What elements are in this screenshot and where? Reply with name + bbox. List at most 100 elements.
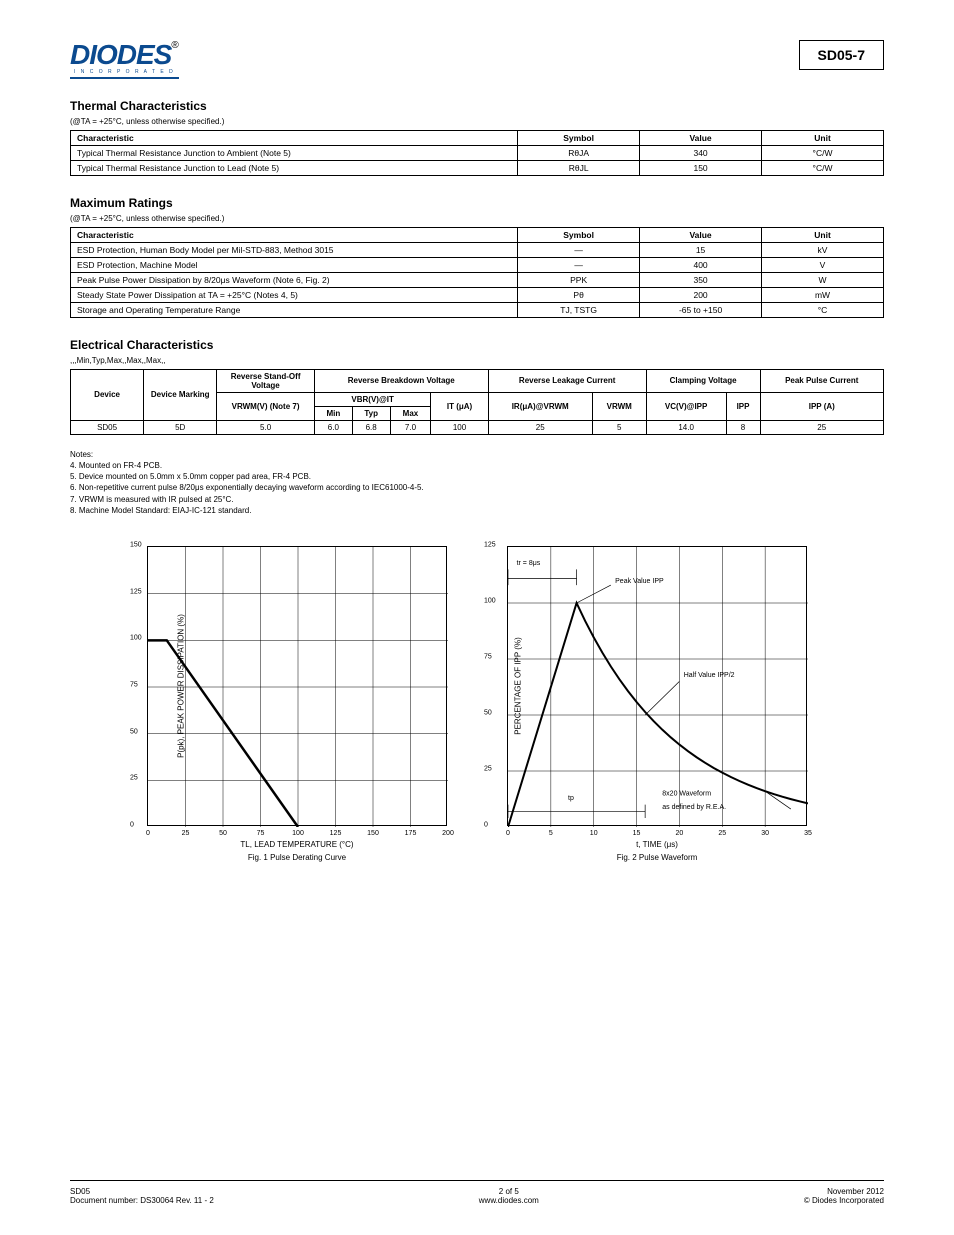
footer-date: November 2012: [804, 1187, 884, 1196]
table-cell: SD05: [71, 420, 144, 434]
tick-label: 0: [146, 830, 150, 837]
table-cell: mW: [762, 287, 884, 302]
note-8: 8. Machine Model Standard: EIAJ-IC-121 s…: [70, 505, 884, 516]
tick-label: 100: [484, 597, 496, 604]
note-7: 7. VRWM is measured with IR pulsed at 25…: [70, 494, 884, 505]
tick-label: 50: [484, 709, 492, 716]
tick-label: 0: [506, 830, 510, 837]
table-cell: W: [762, 272, 884, 287]
thermal-table: Characteristic Symbol Value Unit Typical…: [70, 130, 884, 176]
fig1-title: Fig. 1 Pulse Derating Curve: [248, 853, 346, 863]
tick-label: 125: [330, 830, 342, 837]
th: IPP: [726, 392, 760, 420]
elec-table: Device Device Marking Reverse Stand-Off …: [70, 369, 884, 435]
footer-page: 2 of 5: [214, 1187, 804, 1196]
tick-label: 30: [761, 830, 769, 837]
table-cell: Pθ: [518, 287, 640, 302]
table-cell: Steady State Power Dissipation at TA = +…: [71, 287, 518, 302]
logo-reg: ®: [171, 40, 178, 51]
tick-label: 35: [804, 830, 812, 837]
footer-right: November 2012 © Diodes Incorporated: [804, 1187, 884, 1205]
th: Characteristic: [71, 227, 518, 242]
table-cell: 340: [640, 145, 762, 160]
table-cell: 6.8: [352, 420, 390, 434]
table-cell: 15: [640, 242, 762, 257]
table-cell: 100: [431, 420, 488, 434]
footer-url: www.diodes.com: [214, 1196, 804, 1205]
footer-left: SD05 Document number: DS30064 Rev. 11 - …: [70, 1187, 214, 1205]
th: Clamping Voltage: [646, 369, 760, 392]
th: VC(V)@IPP: [646, 392, 726, 420]
table-cell: Typical Thermal Resistance Junction to A…: [71, 145, 518, 160]
table-cell: 6.0: [314, 420, 352, 434]
thermal-subtitle: (@TA = +25°C, unless otherwise specified…: [70, 117, 884, 126]
table-cell: RθJA: [518, 145, 640, 160]
th: Symbol: [518, 130, 640, 145]
th: IT (μA): [431, 392, 488, 420]
table-cell: 5.0: [217, 420, 315, 434]
logo-text: DIODES: [70, 40, 171, 71]
table-cell: 25: [760, 420, 883, 434]
table-cell: 200: [640, 287, 762, 302]
th: Value: [640, 130, 762, 145]
th: Characteristic: [71, 130, 518, 145]
table-cell: V: [762, 257, 884, 272]
table-cell: RθJL: [518, 160, 640, 175]
tick-label: 100: [292, 830, 304, 837]
table-cell: 14.0: [646, 420, 726, 434]
tick-label: 200: [442, 830, 454, 837]
tick-label: 175: [405, 830, 417, 837]
fig1-xlabel: TL, LEAD TEMPERATURE (°C): [240, 840, 353, 849]
company-logo: DIODES ® I N C O R P O R A T E D: [70, 40, 179, 79]
tick-label: 150: [130, 541, 142, 548]
tick-label: 50: [219, 830, 227, 837]
svg-text:Half Value IPP/2: Half Value IPP/2: [684, 672, 735, 679]
tick-label: 10: [590, 830, 598, 837]
note-5: 5. Device mounted on 5.0mm x 5.0mm coppe…: [70, 471, 884, 482]
table-cell: Peak Pulse Power Dissipation by 8/20μs W…: [71, 272, 518, 287]
table-cell: 400: [640, 257, 762, 272]
table-cell: Typical Thermal Resistance Junction to L…: [71, 160, 518, 175]
elec-title: Electrical Characteristics: [70, 338, 884, 352]
tick-label: 20: [676, 830, 684, 837]
table-cell: °C: [762, 302, 884, 317]
table-cell: Storage and Operating Temperature Range: [71, 302, 518, 317]
tick-label: 15: [633, 830, 641, 837]
footer-part: SD05: [70, 1187, 214, 1196]
th: Unit: [762, 227, 884, 242]
fig2-xlabel: t, TIME (μs): [636, 840, 678, 849]
note-6: 6. Non-repetitive current pulse 8/20μs e…: [70, 482, 884, 493]
table-cell: 150: [640, 160, 762, 175]
tick-label: 5: [549, 830, 553, 837]
elec-subtitle: ,,,Min,Typ,Max,,Max,,Max,,: [70, 356, 884, 365]
tick-label: 125: [130, 588, 142, 595]
thermal-title: Thermal Characteristics: [70, 99, 884, 113]
note-4: 4. Mounted on FR-4 PCB.: [70, 460, 884, 471]
table-cell: —: [518, 242, 640, 257]
notes-block: Notes: 4. Mounted on FR-4 PCB. 5. Device…: [70, 449, 884, 516]
fig1-svg: [148, 547, 448, 827]
fig2-svg: tr = 8μsPeak Value IPPHalf Value IPP/2tp…: [508, 547, 808, 827]
table-cell: °C/W: [762, 160, 884, 175]
th: VRWM(V) (Note 7): [217, 392, 315, 420]
figure-1: P(pk), PEAK POWER DISSIPATION (%) 025507…: [147, 546, 447, 863]
notes-title: Notes:: [70, 449, 884, 460]
svg-text:as defined by R.E.A.: as defined by R.E.A.: [662, 804, 726, 811]
th: VBR(V)@IT: [314, 392, 431, 406]
table-cell: kV: [762, 242, 884, 257]
page-header: DIODES ® I N C O R P O R A T E D SD05-7: [70, 40, 884, 79]
table-cell: 8: [726, 420, 760, 434]
table-cell: 25: [488, 420, 592, 434]
tick-label: 100: [130, 635, 142, 642]
figure-2: PERCENTAGE OF IPP (%) tr = 8μsPeak Value…: [507, 546, 807, 863]
fig1-box: 02550751001251501752000255075100125150: [147, 546, 447, 826]
table-cell: ESD Protection, Machine Model: [71, 257, 518, 272]
table-cell: -65 to +150: [640, 302, 762, 317]
tick-label: 25: [130, 775, 138, 782]
tick-label: 75: [130, 681, 138, 688]
fig2-title: Fig. 2 Pulse Waveform: [617, 853, 698, 863]
table-cell: 5: [592, 420, 646, 434]
th: Reverse Stand-Off Voltage: [217, 369, 315, 392]
th: Value: [640, 227, 762, 242]
charts-row: P(pk), PEAK POWER DISSIPATION (%) 025507…: [70, 546, 884, 863]
